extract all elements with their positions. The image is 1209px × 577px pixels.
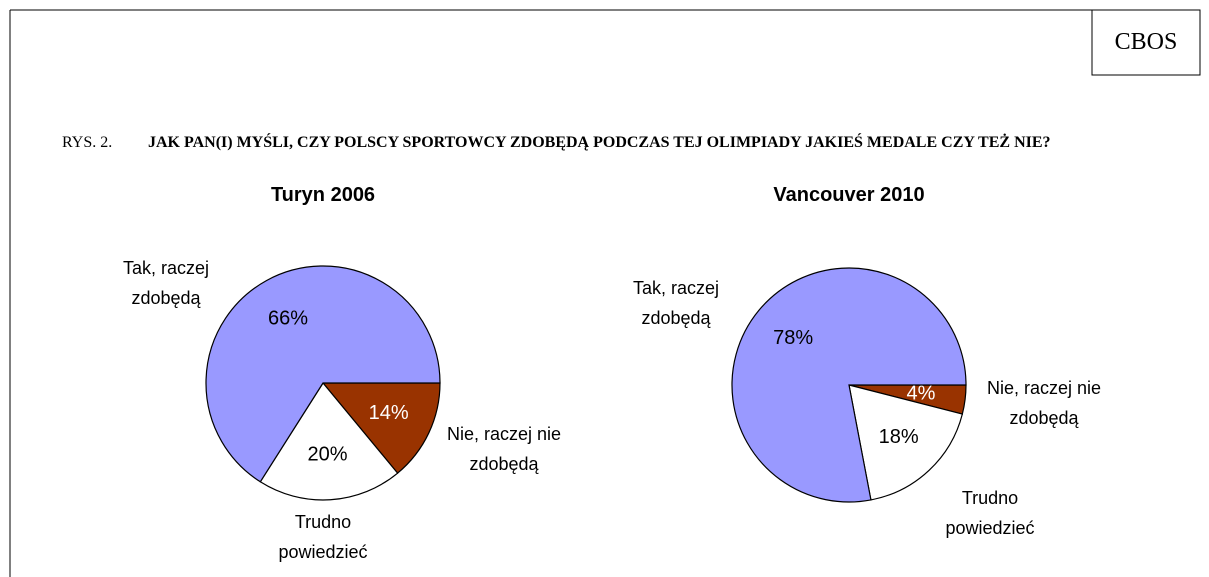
category-label: Trudno powiedzieć: [945, 488, 1035, 538]
value-label: 78%: [773, 327, 813, 349]
category-label: Tak, raczej zdobędą: [632, 278, 720, 328]
category-label: Tak, raczej zdobędą: [122, 258, 210, 308]
chart-title: Turyn 2006: [270, 184, 376, 206]
chart-title: Vancouver 2010: [773, 184, 925, 206]
category-label: Nie, raczej nie zdobędą: [446, 424, 562, 474]
pie-slice: [205, 265, 441, 483]
figure-number: RYS. 2.: [62, 134, 113, 151]
source: CBOS: [1114, 29, 1178, 55]
value-label: 20%: [308, 444, 348, 466]
value-label: 18%: [879, 426, 919, 448]
pie-slice: [321, 382, 441, 474]
pie-slice: [731, 267, 967, 503]
source-box: [1091, 9, 1201, 76]
pie-slice: [848, 384, 964, 501]
value-label: 66%: [268, 308, 308, 330]
figure-title: JAK PAN(I) MYŚLI, CZY POLSCY SPORTOWCY Z…: [148, 134, 1051, 151]
category-label: Nie, raczej nie zdobędą: [986, 378, 1102, 428]
pie-slice: [259, 381, 399, 501]
value-label: 4%: [907, 382, 936, 404]
value-label: 14%: [369, 402, 409, 424]
category-label: Trudno powiedzieć: [278, 512, 368, 562]
